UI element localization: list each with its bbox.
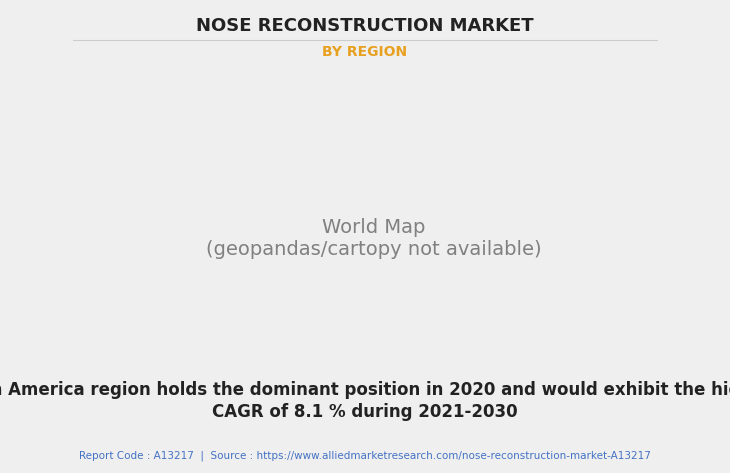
Text: BY REGION: BY REGION	[323, 45, 407, 59]
Text: North America region holds the dominant position in 2020 and would exhibit the h: North America region holds the dominant …	[0, 381, 730, 399]
Text: CAGR of 8.1 % during 2021-2030: CAGR of 8.1 % during 2021-2030	[212, 403, 518, 421]
Text: World Map
(geopandas/cartopy not available): World Map (geopandas/cartopy not availab…	[207, 219, 542, 259]
Text: NOSE RECONSTRUCTION MARKET: NOSE RECONSTRUCTION MARKET	[196, 17, 534, 35]
Text: Report Code : A13217  |  Source : https://www.alliedmarketresearch.com/nose-reco: Report Code : A13217 | Source : https://…	[79, 451, 651, 461]
